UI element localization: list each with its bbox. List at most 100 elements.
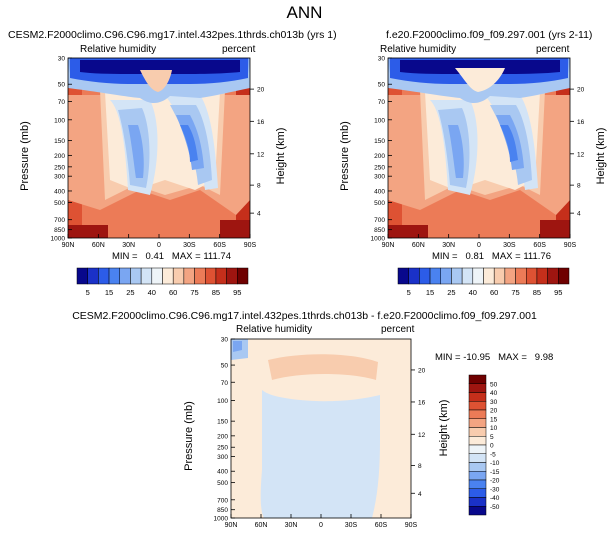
y-tick-label: 500 — [374, 200, 385, 207]
y-tick-label: 250 — [54, 164, 65, 171]
colorbar-right: 5 15 25 40 60 75 85 95 — [397, 267, 570, 297]
colorbar-label: 40 — [490, 390, 498, 397]
x-tick-label: 90N — [225, 522, 238, 529]
x-tick-label: 0 — [477, 242, 481, 249]
colorbar-label: -5 — [490, 451, 496, 458]
y2-tick-label: 4 — [418, 491, 422, 498]
y-tick-label: 150 — [54, 138, 65, 145]
y2-tick-label: 4 — [257, 211, 261, 218]
y2-tick-label: 16 — [577, 119, 585, 126]
y-tick-label: 700 — [217, 497, 228, 504]
y2-tick-label: 12 — [418, 432, 426, 439]
panel2-field — [388, 58, 570, 238]
colorbar-box — [468, 506, 487, 516]
y-tick-label: 70 — [221, 380, 229, 387]
x-tick-label: 60S — [533, 242, 546, 249]
colorbar-label: 60 — [169, 288, 177, 297]
y2-tick-label: 8 — [418, 463, 422, 470]
y-tick-label: 400 — [217, 469, 228, 476]
colorbar-box — [237, 267, 249, 285]
colorbar-label: -30 — [490, 486, 500, 493]
colorbar-box — [468, 409, 487, 419]
y2-tick-label: 20 — [257, 87, 265, 94]
x-tick-label: 90S — [244, 242, 257, 249]
y-tick-label: 100 — [374, 117, 385, 124]
y-tick-label: 850 — [217, 507, 228, 514]
panel2-subtitle-right: percent — [536, 44, 570, 55]
y-tick-label: 150 — [374, 138, 385, 145]
colorbar-label: 75 — [511, 288, 519, 297]
colorbar-label: -15 — [490, 469, 500, 476]
y2-tick-label: 8 — [257, 183, 261, 190]
y-tick-label: 200 — [217, 433, 228, 440]
colorbar-label: 95 — [233, 288, 241, 297]
y2-tick-label: 12 — [257, 151, 265, 158]
y-tick-label: 100 — [54, 117, 65, 124]
y-tick-label: 30 — [221, 337, 229, 344]
y-tick-label: 1000 — [214, 516, 229, 523]
colorbar-label: 30 — [490, 399, 498, 406]
panel2-stats: MIN = 0.81 MAX = 111.76 — [432, 251, 551, 262]
y-tick-label: 30 — [378, 56, 386, 63]
colorbar-box — [468, 392, 487, 402]
x-tick-label: 90N — [62, 242, 75, 249]
y-tick-label: 150 — [217, 419, 228, 426]
colorbar-label: -20 — [490, 478, 500, 485]
y-tick-label: 700 — [374, 217, 385, 224]
x-tick-label: 60S — [213, 242, 226, 249]
panel2-axes: 90N 60N 30N 0 30S 60S 90S 30 50 70 100 150 200 250 300… — [371, 56, 585, 250]
y-tick-label: 500 — [54, 200, 65, 207]
colorbar-box — [468, 471, 487, 481]
y-tick-label: 200 — [374, 153, 385, 160]
y-tick-label: 1000 — [371, 236, 386, 243]
x-tick-label: 90S — [564, 242, 577, 249]
panel1-field — [68, 58, 250, 238]
y-tick-label: 400 — [54, 188, 65, 195]
colorbar-label: 85 — [533, 288, 541, 297]
y-tick-label: 300 — [374, 174, 385, 181]
panel2-subtitle-left: Relative humidity — [380, 44, 457, 55]
colorbar-label: -50 — [490, 504, 500, 511]
colorbar-box — [468, 374, 487, 384]
panel1-subtitle-right: percent — [222, 44, 256, 55]
y-tick-label: 50 — [58, 82, 66, 89]
x-tick-label: 30S — [503, 242, 516, 249]
colorbar-label: 5 — [490, 434, 494, 441]
colorbar-box — [468, 427, 487, 437]
colorbar-box — [468, 418, 487, 428]
panel3-title: CESM2.F2000climo.C96.C96.mg17.intel.432p… — [72, 310, 537, 322]
y-tick-label: 70 — [58, 99, 66, 106]
colorbar-box — [468, 497, 487, 507]
colorbar-label: 50 — [490, 381, 498, 388]
x-tick-label: 90S — [405, 522, 418, 529]
colorbar-label: 40 — [469, 288, 477, 297]
panel1-stats: MIN = 0.41 MAX = 111.74 — [112, 251, 231, 262]
colorbar-box — [468, 436, 487, 446]
panel3-subtitle-left: Relative humidity — [236, 324, 313, 335]
y-tick-label: 50 — [221, 363, 229, 370]
colorbar-label: -40 — [490, 495, 500, 502]
x-tick-label: 60N — [412, 242, 425, 249]
x-tick-label: 60N — [255, 522, 268, 529]
colorbar-label: 10 — [490, 425, 498, 432]
colorbar-label: 20 — [490, 408, 498, 415]
x-tick-label: 60S — [375, 522, 388, 529]
panel3-subtitle-right: percent — [381, 324, 415, 335]
x-tick-label: 30N — [442, 242, 455, 249]
y-tick-label: 30 — [58, 56, 66, 63]
x-tick-label: 30S — [345, 522, 358, 529]
y-tick-label: 850 — [374, 227, 385, 234]
x-tick-label: 90N — [382, 242, 395, 249]
colorbar-label: 15 — [105, 288, 113, 297]
colorbar-label: 25 — [447, 288, 455, 297]
colorbar-label: 40 — [148, 288, 156, 297]
colorbar-label: 60 — [490, 288, 498, 297]
x-tick-label: 30N — [285, 522, 298, 529]
colorbar-box — [468, 453, 487, 463]
panel3-stats: MIN = -10.95 MAX = 9.98 — [435, 352, 554, 363]
colorbar-label: 5 — [86, 288, 90, 297]
y-tick-label: 70 — [378, 99, 386, 106]
